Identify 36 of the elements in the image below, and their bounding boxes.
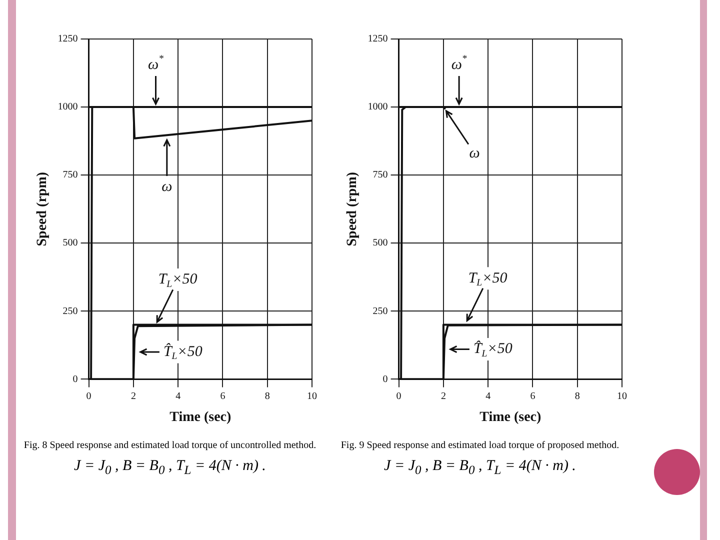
- y-tick-label: 0: [382, 374, 388, 385]
- x-tick-label: 6: [530, 390, 536, 402]
- x-tick-label: 4: [486, 390, 491, 402]
- x-tick-label: 8: [264, 390, 270, 402]
- x-tick-label: 2: [130, 390, 136, 402]
- y-tick-label: 1000: [368, 102, 388, 113]
- y-tick-label: 750: [372, 170, 388, 181]
- x-tick-label: 10: [307, 390, 317, 402]
- y-tick-label: 1250: [58, 34, 78, 45]
- x-axis-title: Time (sec): [480, 410, 542, 426]
- x-tick-label: 2: [440, 390, 446, 402]
- y-tick-label: 1250: [368, 34, 388, 45]
- y-tick-label: 1000: [58, 102, 78, 113]
- annotation: ω*: [148, 54, 164, 73]
- y-tick-label: 500: [62, 238, 78, 249]
- x-tick-label: 8: [574, 390, 580, 402]
- y-tick-label: 500: [372, 238, 388, 249]
- y-tick-label: 0: [72, 374, 78, 385]
- annotation: ω: [469, 145, 480, 162]
- y-tick-label: 250: [372, 306, 388, 317]
- caption: Fig. 9 Speed response and estimated load torque of proposed method.: [340, 440, 620, 451]
- x-tick-label: 10: [617, 390, 627, 402]
- y-axis-title: Speed (rpm): [35, 172, 50, 246]
- caption: Fig. 8 Speed response and estimated load torque of uncontrolled method.: [22, 440, 318, 451]
- x-tick-label: 0: [396, 390, 402, 402]
- annotation: ω: [162, 178, 172, 195]
- x-tick-label: 6: [220, 390, 226, 402]
- annotation: ω*: [451, 54, 467, 73]
- x-tick-label: 4: [176, 390, 181, 402]
- y-tick-label: 750: [62, 170, 78, 181]
- y-axis-title: Speed (rpm): [345, 172, 360, 246]
- y-tick-label: 250: [62, 306, 78, 317]
- x-axis-title: Time (sec): [170, 410, 232, 426]
- text: J = J$_{0}$ , B = B$_{0}$ , T$_{L}$ = 4(N · m) .: [383, 458, 577, 478]
- text: J = J$_{0}$ , B = B$_{0}$ , T$_{L}$ = 4(N · m) .: [73, 458, 267, 478]
- x-tick-label: 0: [86, 390, 92, 402]
